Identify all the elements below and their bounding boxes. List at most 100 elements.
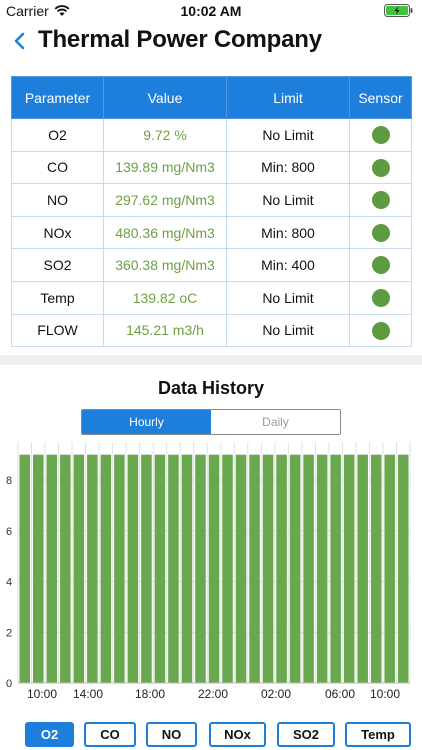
table-row: NO 297.62 mg/Nm3 No Limit: [11, 183, 412, 217]
y-tick-label: 0: [6, 678, 12, 690]
x-tick-label: 14:00: [73, 687, 103, 701]
sensor-cell: [349, 150, 412, 185]
sensor-cell: [349, 183, 412, 217]
chart-bar: [384, 454, 395, 683]
x-tick-label: 10:00: [370, 687, 400, 701]
param-name: FLOW: [11, 313, 104, 348]
sensor-status-icon: [371, 125, 390, 144]
status-left: Carrier: [6, 3, 70, 19]
param-value: 360.38 mg/Nm3: [103, 248, 227, 282]
back-button[interactable]: [10, 26, 30, 56]
chart-bar: [397, 454, 409, 683]
chart-bar: [46, 454, 58, 683]
wifi-icon: [54, 5, 70, 16]
param-name: NOx: [11, 215, 104, 250]
y-tick-label: 2: [6, 627, 12, 639]
param-value: 9.72 %: [103, 118, 227, 152]
chart-bar: [100, 454, 112, 683]
section-separator: [0, 355, 422, 365]
table-row: CO 139.89 mg/Nm3 Min: 800: [11, 150, 412, 185]
param-button-no[interactable]: NO: [146, 722, 197, 747]
x-tick-label: 10:00: [27, 687, 57, 701]
param-value: 297.62 mg/Nm3: [103, 183, 227, 217]
chart-bar: [235, 454, 247, 683]
chart-bar: [60, 454, 71, 683]
param-name: Temp: [11, 280, 104, 315]
chart-bar: [19, 454, 31, 683]
x-tick-label: 06:00: [325, 687, 355, 701]
param-button-nox[interactable]: NOx: [209, 722, 266, 747]
chart-bar: [127, 454, 139, 683]
chart-bar: [114, 454, 125, 683]
chart-bar: [208, 454, 220, 683]
chart-bar: [289, 454, 301, 683]
page-title: Thermal Power Company: [38, 26, 322, 53]
chart-bar: [343, 454, 355, 683]
parameter-table: Parameter Value Limit Sensor O2 9.72 % N…: [11, 76, 412, 348]
table-row: NOx 480.36 mg/Nm3 Min: 800: [11, 215, 412, 250]
table-header-row: Parameter Value Limit Sensor: [11, 76, 412, 119]
chart-bar: [222, 454, 233, 683]
sensor-status-icon: [371, 158, 390, 177]
chart-bar: [168, 454, 179, 683]
sensor-cell: [349, 215, 412, 250]
param-value: 139.82 oC: [103, 280, 227, 315]
sensor-status-icon: [371, 223, 390, 242]
table-row: FLOW 145.21 m3/h No Limit: [11, 313, 412, 348]
chart-bar: [181, 454, 193, 683]
nav-bar: Thermal Power Company: [0, 24, 422, 62]
header-parameter: Parameter: [11, 76, 104, 119]
segment-daily[interactable]: Daily: [211, 410, 340, 434]
chart-bar: [357, 454, 368, 683]
param-value: 480.36 mg/Nm3: [103, 215, 227, 250]
x-tick-label: 02:00: [261, 687, 291, 701]
param-button-so2[interactable]: SO2: [277, 722, 335, 747]
chart-bar: [316, 454, 328, 683]
param-limit: No Limit: [226, 183, 350, 217]
param-limit: No Limit: [226, 280, 350, 315]
sensor-cell: [349, 313, 412, 348]
param-name: CO: [11, 150, 104, 185]
chart-bar: [303, 454, 314, 683]
param-button-co[interactable]: CO: [84, 722, 136, 747]
parameter-selector: O2 CO NO NOx SO2 Temp: [0, 722, 422, 748]
param-name: NO: [11, 183, 104, 217]
header-limit: Limit: [226, 76, 350, 119]
carrier-label: Carrier: [6, 3, 49, 19]
segment-hourly[interactable]: Hourly: [82, 410, 211, 434]
sensor-cell: [349, 280, 412, 315]
chart-bar: [370, 454, 382, 683]
chart-bar: [249, 454, 260, 683]
param-name: O2: [11, 118, 104, 152]
y-tick-label: 8: [6, 475, 12, 487]
chart-bar: [330, 454, 341, 683]
chart-bar: [141, 454, 152, 683]
param-button-temp[interactable]: Temp: [345, 722, 411, 747]
status-time: 10:02 AM: [180, 3, 242, 19]
chart-bar: [154, 454, 166, 683]
sensor-cell: [349, 118, 412, 152]
status-bar: Carrier 10:02 AM: [0, 0, 422, 22]
sensor-status-icon: [371, 256, 390, 275]
history-title: Data History: [157, 378, 265, 398]
sensor-cell: [349, 248, 412, 282]
chevron-left-icon: [14, 32, 25, 50]
sensor-status-icon: [371, 288, 390, 307]
x-tick-label: 22:00: [198, 687, 228, 701]
y-tick-label: 4: [6, 577, 12, 589]
header-value: Value: [103, 76, 227, 119]
x-tick-label: 18:00: [135, 687, 165, 701]
chart-bar: [195, 454, 206, 683]
chart-bar: [87, 454, 98, 683]
table-row: SO2 360.38 mg/Nm3 Min: 400: [11, 248, 412, 282]
battery-icon: [384, 4, 414, 22]
table-row: Temp 139.82 oC No Limit: [11, 280, 412, 315]
y-tick-label: 6: [6, 526, 12, 538]
chart-bar: [276, 454, 287, 683]
param-name: SO2: [11, 248, 104, 282]
param-value: 139.89 mg/Nm3: [103, 150, 227, 185]
param-button-o2[interactable]: O2: [25, 722, 74, 747]
chart-bar: [262, 454, 274, 683]
history-bar-chart: 0 2 4 6 8 10:00 14:00 18:00 22:00 02:00 06:00 10:00: [6, 442, 411, 701]
chart-bar: [33, 454, 44, 683]
